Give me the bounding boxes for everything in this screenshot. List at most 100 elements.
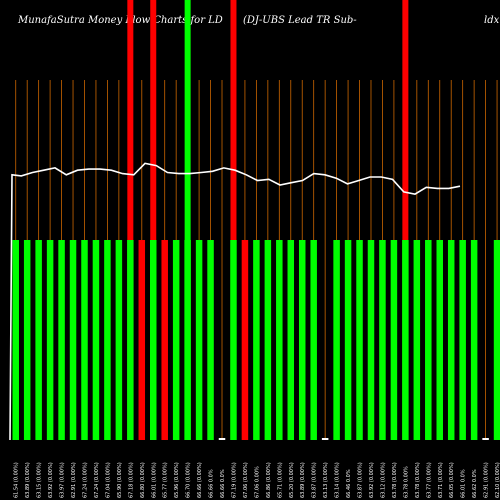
x-tick-label-21: 67.06 0.00%	[254, 466, 260, 498]
x-tick-label-9: 65.90 (0.00%)	[117, 462, 123, 498]
x-tick-label-32: 63.12 (0.00%)	[380, 462, 386, 498]
highlight-column-2	[184, 0, 191, 440]
x-tick-label-0: 61.54 (0.00%)	[14, 462, 20, 498]
bar-40	[470, 240, 478, 440]
bar-7	[92, 240, 100, 440]
bar-3	[46, 240, 54, 440]
bar-11	[138, 240, 146, 440]
x-tick-label-41: 62.91 (0.00%)	[484, 462, 490, 498]
bar-38	[447, 240, 455, 440]
x-tick-label-1: 63.89 (0.00%)	[25, 462, 31, 498]
x-tick-label-14: 65.96 (0.00%)	[174, 462, 180, 498]
bar-29	[344, 240, 352, 440]
bar-20	[241, 240, 249, 440]
bar-26	[310, 240, 317, 440]
bar-8	[104, 240, 111, 440]
bar-30	[356, 240, 363, 440]
x-tick-label-16: 66.66 (0.00%)	[197, 462, 203, 498]
bar-41	[482, 438, 489, 440]
x-tick-label-27: 63.13 (0.00%)	[323, 462, 329, 498]
x-tick-label-8: 67.04 (0.00%)	[105, 462, 111, 498]
x-tick-label-17: 66.66 0.0%	[209, 469, 215, 498]
x-tick-label-23: 65.71 (0.00%)	[277, 462, 283, 498]
bar-6	[81, 240, 88, 440]
x-tick-label-5: 62.91 (0.00%)	[71, 462, 77, 498]
x-tick-label-12: 66.01 (0.00%)	[151, 462, 157, 498]
x-tick-label-6: 67.24 (0.00%)	[82, 462, 88, 498]
highlight-column-3	[230, 0, 237, 440]
x-tick-label-25: 63.89 (0.00%)	[300, 462, 306, 498]
x-tick-label-28: 63.14 (0.00%)	[335, 462, 341, 498]
bar-36	[425, 240, 432, 440]
bar-27	[321, 438, 329, 440]
x-tick-label-13: 65.77 (0.00%)	[163, 462, 169, 498]
bar-25	[298, 240, 306, 440]
x-tick-label-19: 67.19 (0.00%)	[231, 462, 237, 498]
bar-17	[207, 240, 214, 440]
x-tick-label-4: 63.97 (0.00%)	[60, 462, 66, 498]
chart-subtitle: (DJ-UBS Lead TR Sub-	[243, 15, 357, 26]
bar-33	[390, 240, 398, 440]
x-tick-label-38: 66.05 (0.00%)	[449, 462, 455, 498]
bar-1	[23, 240, 31, 440]
bar-28	[333, 240, 340, 440]
bar-22	[264, 240, 272, 440]
highlight-column-1	[150, 0, 157, 440]
x-tick-label-26: 63.87 (0.00%)	[312, 462, 318, 498]
bar-37	[436, 240, 443, 440]
x-tick-label-10: 67.18 (0.00%)	[128, 462, 134, 498]
highlight-column-0	[127, 0, 134, 440]
x-tick-label-18: 66.66 0.0%	[220, 469, 226, 498]
chart-title-overflow: ldx I	[484, 15, 500, 26]
bar-0	[12, 240, 19, 440]
x-tick-label-15: 66.70 (0.00%)	[186, 462, 192, 498]
x-tick-label-22: 66.86 (0.00%)	[266, 462, 272, 498]
x-tick-label-20: 67.06 (0.00%)	[243, 462, 249, 498]
bar-19	[230, 240, 237, 440]
bar-15	[184, 240, 191, 440]
money-flow-bars	[12, 240, 500, 440]
bar-12	[150, 240, 157, 440]
bar-24	[287, 240, 295, 440]
bar-34	[402, 240, 409, 440]
bar-14	[172, 240, 180, 440]
price-line	[9, 162, 461, 441]
bar-16	[195, 240, 203, 440]
x-tick-label-7: 67.24 (0.00%)	[94, 462, 100, 498]
x-tick-labels: 61.54 (0.00%) 63.89 (0.00%) 63.15 (0.00%) 6…	[14, 462, 500, 498]
price-line-path	[9, 162, 461, 441]
bar-23	[276, 240, 283, 440]
x-tick-label-31: 63.92 (0.00%)	[369, 462, 375, 498]
x-tick-label-11: 66.80 (0.00%)	[140, 462, 146, 498]
highlight-columns	[127, 0, 409, 440]
x-tick-label-3: 63.92 (0.00%)	[48, 462, 54, 498]
bar-32	[379, 240, 386, 440]
x-tick-label-40: 66.62 0.0%	[472, 469, 478, 498]
x-tick-label-34: 63.78 0.00%	[403, 466, 409, 498]
bar-18	[218, 438, 226, 440]
bar-42	[493, 240, 500, 440]
x-tick-label-39: 66.01 0.0%	[461, 469, 467, 498]
x-tick-label-24: 65.20 (0.00%)	[289, 462, 295, 498]
bar-31	[367, 240, 375, 440]
bar-13	[161, 240, 168, 440]
x-tick-label-33: 63.78 (0.00%)	[392, 462, 398, 498]
x-tick-label-35: 63.78 (0.00%)	[415, 462, 421, 498]
x-tick-label-36: 63.77 (0.00%)	[426, 462, 432, 498]
chart-title: MunafaSutra Money Flow Charts for LD	[18, 15, 223, 26]
x-tick-label-2: 63.15 (0.00%)	[37, 462, 43, 498]
bar-10	[127, 240, 134, 440]
x-tick-label-37: 63.71 (0.00%)	[438, 462, 444, 498]
bar-9	[115, 240, 123, 440]
bar-4	[58, 240, 65, 440]
bar-39	[459, 240, 466, 440]
highlight-column-4	[402, 0, 409, 440]
bar-21	[253, 240, 260, 440]
x-tick-label-42: 62.10 (0.00%)	[495, 462, 500, 498]
x-tick-label-29: 66.46 0.0%	[346, 469, 352, 498]
bar-5	[69, 240, 77, 440]
bar-35	[413, 240, 421, 440]
x-tick-label-30: 63.87 (0.00%)	[358, 462, 364, 498]
bar-2	[35, 240, 42, 440]
